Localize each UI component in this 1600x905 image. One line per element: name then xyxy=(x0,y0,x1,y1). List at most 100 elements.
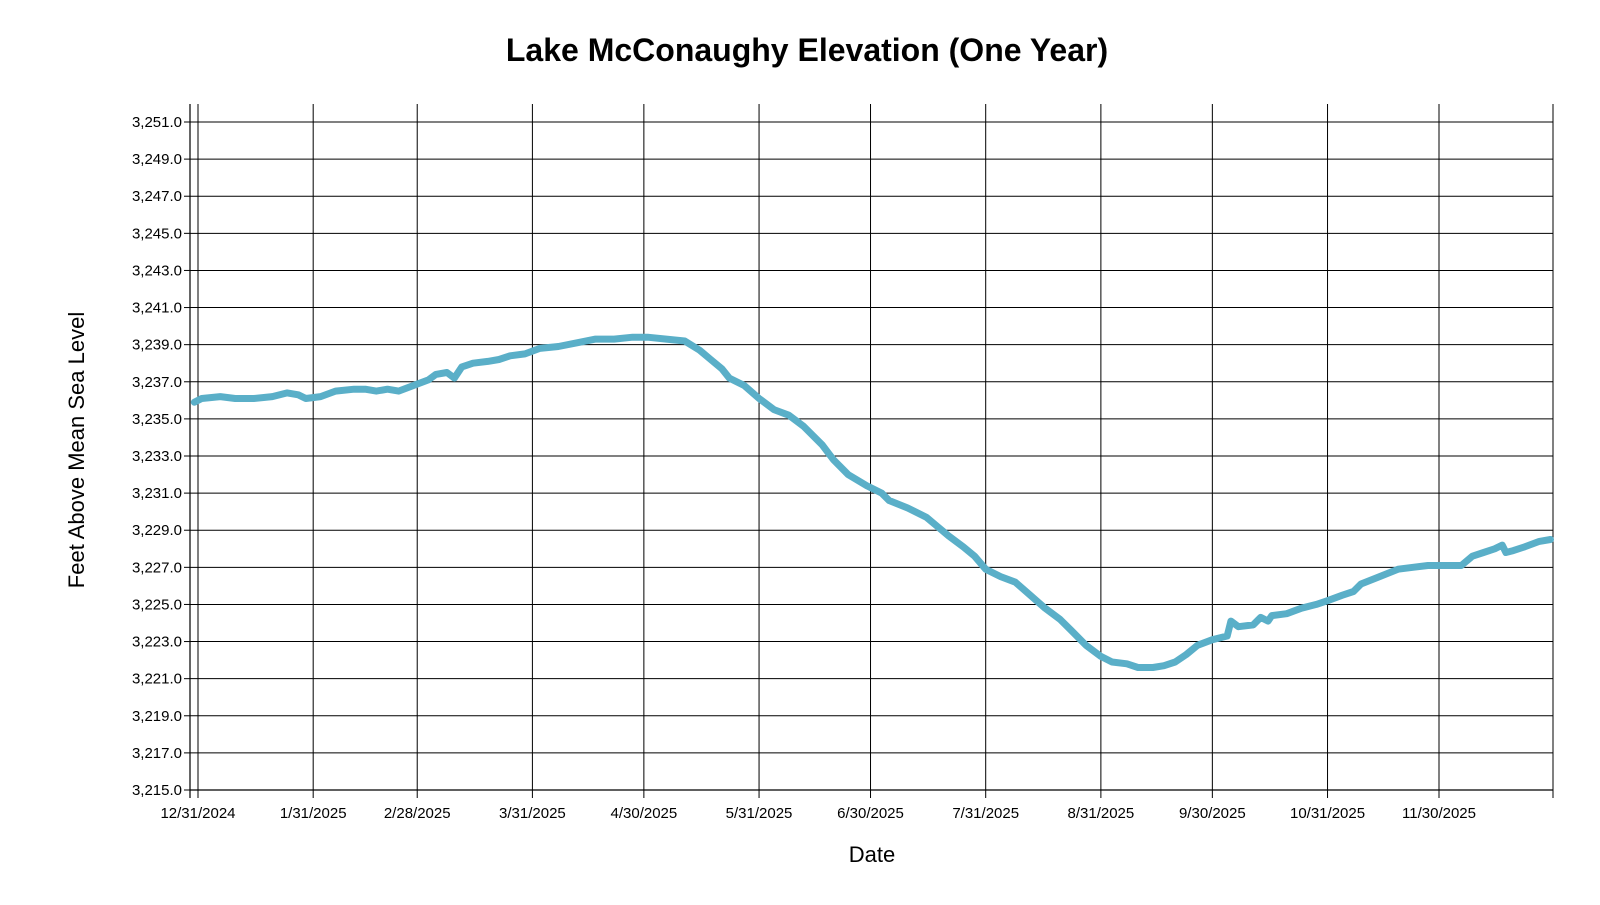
data-point xyxy=(217,394,223,400)
data-point xyxy=(663,336,669,342)
x-tick-label: 6/30/2025 xyxy=(837,805,904,822)
data-point xyxy=(459,364,465,370)
data-point xyxy=(697,347,703,353)
x-tick-label: 3/31/2025 xyxy=(499,805,566,822)
data-point xyxy=(1536,538,1542,544)
x-axis-title: Date xyxy=(849,842,895,867)
y-tick-label: 3,225.0 xyxy=(132,596,182,613)
data-point xyxy=(1150,665,1156,670)
data-point xyxy=(451,375,457,381)
data-point xyxy=(1068,627,1074,633)
data-point xyxy=(232,396,238,401)
data-point xyxy=(1440,563,1446,568)
data-point xyxy=(199,396,205,401)
data-point xyxy=(786,412,792,418)
y-tick-label: 3,247.0 xyxy=(132,188,182,205)
data-point xyxy=(574,340,580,346)
data-point xyxy=(351,386,357,392)
data-point xyxy=(1339,592,1345,598)
x-tick-label: 10/31/2025 xyxy=(1290,805,1365,822)
data-point xyxy=(1124,661,1130,667)
x-tick-label: 7/31/2025 xyxy=(952,805,1019,822)
data-point xyxy=(845,472,851,478)
data-point xyxy=(719,366,725,372)
series-line xyxy=(190,333,1554,671)
data-point xyxy=(819,442,825,448)
y-tick-label: 3,235.0 xyxy=(132,411,182,428)
x-tick-label: 8/31/2025 xyxy=(1068,805,1135,822)
data-point xyxy=(1395,566,1401,572)
data-point xyxy=(362,386,368,392)
data-point xyxy=(1195,642,1200,648)
data-point xyxy=(303,396,309,401)
data-point xyxy=(1042,605,1048,611)
data-point xyxy=(879,490,885,496)
data-point xyxy=(537,345,543,351)
data-point xyxy=(1269,613,1275,619)
y-tick-label: 3,241.0 xyxy=(132,300,182,317)
data-point xyxy=(934,524,940,529)
y-tick-label: 3,231.0 xyxy=(132,485,182,502)
data-point xyxy=(1135,665,1141,670)
grid-lines xyxy=(190,104,1553,798)
tick-labels: 3,251.0 3,249.0 3,247.0 3,245.0 3,243.0 3,241… xyxy=(132,114,1476,822)
data-point xyxy=(1012,579,1018,585)
x-tick-label: 12/31/2024 xyxy=(160,805,235,822)
data-point xyxy=(1492,546,1498,552)
data-point xyxy=(1410,564,1416,570)
data-point xyxy=(998,574,1004,580)
data-point xyxy=(708,357,714,362)
data-point xyxy=(1377,574,1383,580)
y-tick-label: 3,229.0 xyxy=(132,522,182,539)
data-point xyxy=(284,390,290,396)
y-tick-label: 3,217.0 xyxy=(132,745,182,762)
data-point xyxy=(972,553,978,559)
data-point xyxy=(630,334,636,340)
data-point xyxy=(318,394,324,400)
data-point xyxy=(1183,652,1189,657)
data-point xyxy=(251,396,257,401)
data-point xyxy=(726,375,732,381)
data-point xyxy=(741,383,747,388)
y-tick-label: 3,251.0 xyxy=(132,114,182,131)
data-point xyxy=(496,357,502,362)
data-point xyxy=(1224,633,1230,639)
data-point xyxy=(682,338,688,344)
data-point xyxy=(593,336,599,342)
data-point xyxy=(485,358,491,364)
data-point xyxy=(611,336,617,342)
data-point xyxy=(1098,653,1104,659)
data-point xyxy=(385,386,390,392)
data-point xyxy=(1313,601,1319,607)
data-point xyxy=(983,566,989,572)
data-point xyxy=(191,399,197,405)
y-axis-title: Feet Above Mean Sea Level xyxy=(64,312,89,588)
data-point xyxy=(444,370,450,375)
data-point xyxy=(1284,611,1290,617)
x-tick-label: 4/30/2025 xyxy=(611,805,678,822)
data-point xyxy=(1228,618,1234,624)
data-point xyxy=(507,353,513,359)
data-point xyxy=(1027,592,1033,598)
data-point xyxy=(1458,563,1464,568)
data-point xyxy=(470,360,476,366)
data-point xyxy=(555,344,561,349)
data-point xyxy=(1481,550,1487,555)
y-tick-label: 3,239.0 xyxy=(132,337,182,354)
data-point xyxy=(425,377,431,383)
data-point xyxy=(771,407,777,413)
y-tick-label: 3,227.0 xyxy=(132,559,182,576)
data-point xyxy=(946,533,951,539)
data-point xyxy=(960,544,966,550)
data-point xyxy=(1235,624,1241,630)
data-point xyxy=(923,514,929,520)
y-tick-label: 3,219.0 xyxy=(132,708,182,725)
data-point xyxy=(1469,553,1475,559)
series-points xyxy=(191,334,1553,670)
data-point xyxy=(801,423,807,429)
data-point xyxy=(1510,548,1516,554)
data-point xyxy=(1250,622,1256,628)
data-point xyxy=(1358,581,1364,587)
